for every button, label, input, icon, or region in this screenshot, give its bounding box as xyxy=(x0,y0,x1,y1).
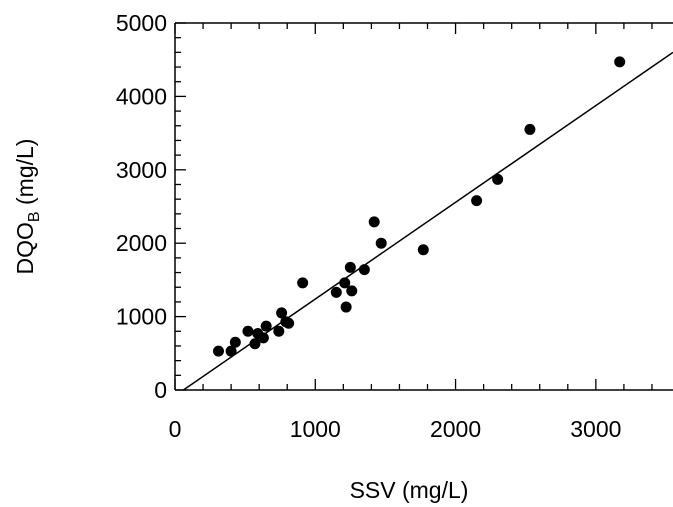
data-points xyxy=(212,56,626,357)
data-point xyxy=(283,317,295,329)
data-point xyxy=(344,261,356,273)
y-tick-label: 0 xyxy=(154,377,167,403)
data-point xyxy=(471,195,483,207)
data-point xyxy=(368,216,380,228)
data-point xyxy=(297,277,309,289)
plot-frame xyxy=(174,22,673,391)
data-point xyxy=(492,173,504,185)
x-tick-label: 2000 xyxy=(430,416,481,442)
data-point xyxy=(614,56,626,68)
data-point xyxy=(375,237,387,249)
data-point xyxy=(260,320,272,332)
data-point xyxy=(346,285,358,297)
data-point xyxy=(229,336,241,348)
data-point xyxy=(330,286,342,298)
y-tick-label: 2000 xyxy=(116,230,167,256)
y-tick-label: 1000 xyxy=(116,304,167,330)
data-point xyxy=(358,264,370,276)
data-point xyxy=(212,345,224,357)
x-axis-label: SSV (mg/L) xyxy=(350,477,469,503)
data-point xyxy=(225,345,237,357)
data-point xyxy=(340,301,352,313)
data-point xyxy=(257,332,269,344)
y-axis-label-suffix: (mg/L) xyxy=(12,139,38,212)
tick-labels: 0 1000 2000 3000 0 1000 2000 3000 4000 5000 xyxy=(116,10,622,442)
y-tick-label: 3000 xyxy=(116,157,167,183)
y-axis-label-main: DQO xyxy=(12,222,38,274)
y-tick-label: 4000 xyxy=(116,83,167,109)
axis-ticks xyxy=(174,22,653,391)
y-axis-label: DQOB (mg/L) xyxy=(12,139,43,275)
data-point xyxy=(273,325,285,337)
data-point xyxy=(339,277,351,289)
x-tick-label: 3000 xyxy=(570,416,621,442)
data-point xyxy=(524,123,536,135)
data-point xyxy=(276,307,288,319)
data-point xyxy=(417,244,429,256)
x-tick-label: 1000 xyxy=(290,416,341,442)
data-point xyxy=(242,325,254,337)
data-point xyxy=(249,338,261,350)
y-tick-label: 5000 xyxy=(116,10,167,36)
x-tick-label: 0 xyxy=(169,416,182,442)
y-axis-label-subscript: B xyxy=(26,211,43,222)
